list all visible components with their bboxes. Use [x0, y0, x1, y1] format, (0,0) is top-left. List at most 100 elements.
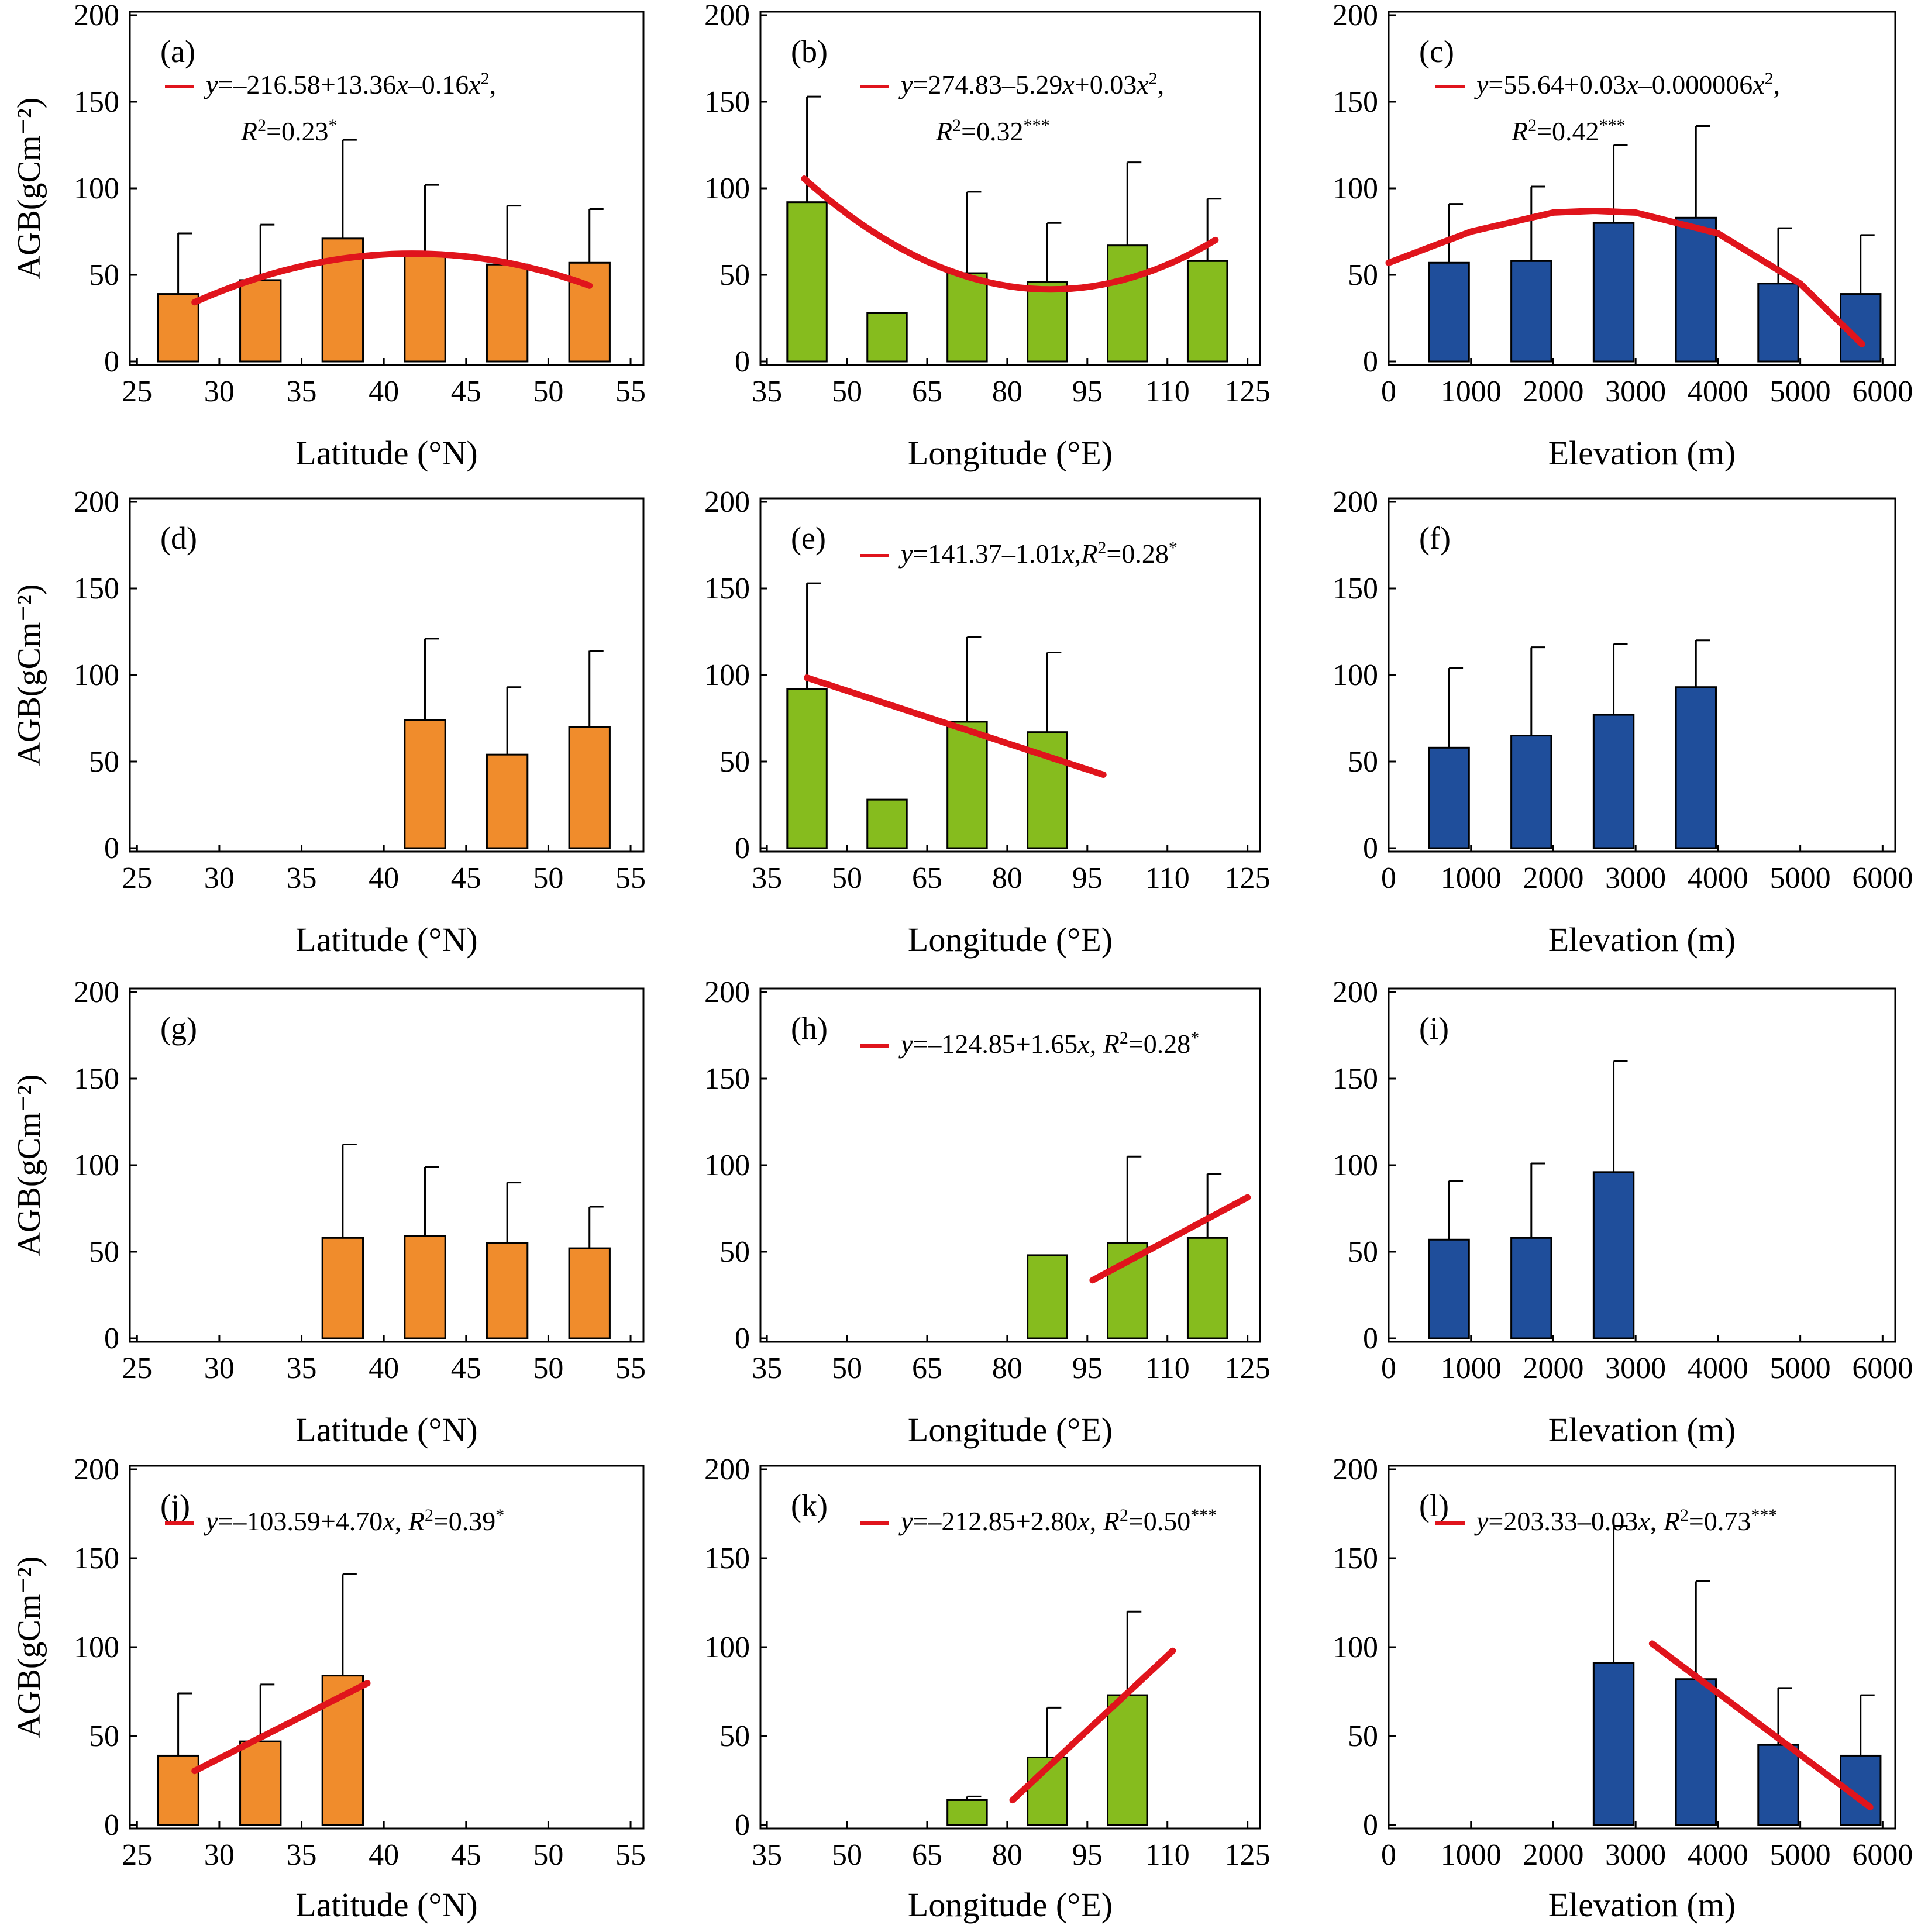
- fit-line: [1009, 1647, 1176, 1804]
- x-tick-label: 110: [1145, 1838, 1190, 1872]
- equation-text: y=–124.85+1.65x, R2=0.28*: [898, 1028, 1199, 1059]
- y-tick-label: 100: [1333, 659, 1378, 692]
- bar: [1592, 714, 1635, 849]
- x-tick-label: 65: [912, 1838, 942, 1872]
- bar: [1186, 1237, 1228, 1339]
- y-tick-label: 0: [104, 1809, 119, 1842]
- x-tick-label: 110: [1145, 862, 1190, 895]
- x-tick-label: 40: [369, 862, 399, 895]
- x-axis-title: Elevation (m): [1548, 434, 1736, 472]
- x-tick-label: 80: [992, 1838, 1022, 1872]
- x-tick-label: 55: [615, 375, 646, 408]
- equation-text: y=–103.59+4.70x, R2=0.39*: [204, 1506, 504, 1537]
- y-tick-label: 150: [74, 572, 119, 605]
- bar: [486, 263, 529, 363]
- x-tick-label: 6000: [1852, 1352, 1913, 1385]
- panel-label: (e): [791, 521, 826, 556]
- bar: [404, 719, 446, 849]
- x-tick-label: 45: [451, 862, 481, 895]
- y-tick-label: 100: [704, 172, 750, 205]
- x-tick-label: 50: [533, 862, 563, 895]
- x-tick-label: 0: [1381, 862, 1396, 895]
- y-tick-label: 200: [1333, 0, 1378, 32]
- x-tick-label: 65: [912, 862, 942, 895]
- bar: [1186, 260, 1228, 363]
- x-tick-label: 40: [369, 1352, 399, 1385]
- x-tick-label: 45: [451, 1838, 481, 1872]
- y-tick-label: 100: [1333, 172, 1378, 205]
- x-tick-label: 80: [992, 1352, 1022, 1385]
- y-tick-label: 50: [1348, 745, 1378, 779]
- x-tick-label: 5000: [1770, 1838, 1831, 1872]
- x-tick-label: 2000: [1523, 375, 1583, 408]
- y-axis-title: AGB(gCm⁻²): [11, 1556, 47, 1738]
- panel-label: (l): [1419, 1488, 1449, 1523]
- x-tick-label: 50: [832, 375, 862, 408]
- x-tick-label: 35: [287, 1352, 317, 1385]
- y-tick-label: 50: [89, 745, 119, 779]
- x-axis-title: Longitude (°E): [908, 1411, 1113, 1449]
- x-tick-label: 35: [752, 375, 782, 408]
- y-tick-label: 150: [1333, 572, 1378, 605]
- x-tick-label: 3000: [1605, 1838, 1666, 1872]
- y-tick-label: 200: [74, 976, 119, 1009]
- bar: [1107, 1694, 1148, 1826]
- y-tick-label: 150: [74, 1542, 119, 1575]
- y-axis-title: AGB(gCm⁻²): [11, 584, 47, 766]
- bar: [1027, 281, 1068, 363]
- x-tick-label: 30: [204, 1838, 235, 1872]
- y-tick-label: 50: [89, 1720, 119, 1753]
- y-tick-label: 50: [719, 1235, 750, 1269]
- plot-frame: [129, 11, 645, 366]
- y-tick-label: 200: [1333, 1453, 1378, 1486]
- bar: [1675, 1678, 1717, 1826]
- y-tick-label: 200: [1333, 485, 1378, 519]
- bar: [946, 272, 988, 363]
- x-tick-label: 1000: [1441, 862, 1502, 895]
- panel-a: 0 50 100 150 200 25 30 35 40 45 50 55 Latitude (°N) A…: [11, 0, 646, 472]
- y-tick-label: 0: [1363, 345, 1378, 378]
- panel-k: 0 50 100 150 200 35 50 65 80 95 110 125 Longitude (°…: [704, 1453, 1271, 1924]
- panel-g: 0 50 100 150 200 25 30 35 40 45 50 55 Latitude (°N) A…: [11, 976, 646, 1449]
- x-axis-title: Elevation (m): [1548, 1886, 1736, 1924]
- y-tick-label: 200: [704, 976, 750, 1009]
- y-tick-label: 200: [704, 485, 750, 519]
- x-tick-label: 6000: [1852, 375, 1913, 408]
- x-tick-label: 55: [615, 1838, 646, 1872]
- y-tick-label: 50: [1348, 1235, 1378, 1269]
- x-tick-label: 30: [204, 862, 235, 895]
- bar: [1428, 1238, 1470, 1339]
- x-tick-label: 125: [1225, 1352, 1271, 1385]
- x-tick-label: 50: [533, 1352, 563, 1385]
- x-axis-title: Latitude (°N): [295, 434, 477, 472]
- x-tick-label: 95: [1072, 1838, 1103, 1872]
- x-tick-label: 45: [451, 1352, 481, 1385]
- x-tick-label: 5000: [1770, 375, 1831, 408]
- x-tick-label: 55: [615, 862, 646, 895]
- x-tick-label: 80: [992, 862, 1022, 895]
- x-tick-label: 40: [369, 375, 399, 408]
- x-tick-label: 50: [533, 1838, 563, 1872]
- bar: [1592, 222, 1635, 363]
- x-tick-label: 3000: [1605, 375, 1666, 408]
- y-tick-label: 150: [74, 1062, 119, 1096]
- panel-h: 0 50 100 150 200 35 50 65 80 95 110 125 Longitude (°…: [704, 976, 1271, 1449]
- x-tick-label: 45: [451, 375, 481, 408]
- y-tick-label: 200: [704, 1453, 750, 1486]
- bar: [239, 279, 282, 363]
- bar: [1757, 283, 1799, 363]
- fit-line: [1089, 1194, 1251, 1284]
- bar: [1510, 260, 1552, 363]
- bar: [1107, 244, 1148, 363]
- x-tick-label: 95: [1072, 862, 1103, 895]
- x-tick-label: 0: [1381, 375, 1396, 408]
- x-tick-label: 2000: [1523, 1352, 1583, 1385]
- panel-label: (b): [791, 34, 828, 69]
- x-tick-label: 80: [992, 375, 1022, 408]
- y-tick-label: 150: [1333, 1542, 1378, 1575]
- bar: [1757, 1744, 1799, 1826]
